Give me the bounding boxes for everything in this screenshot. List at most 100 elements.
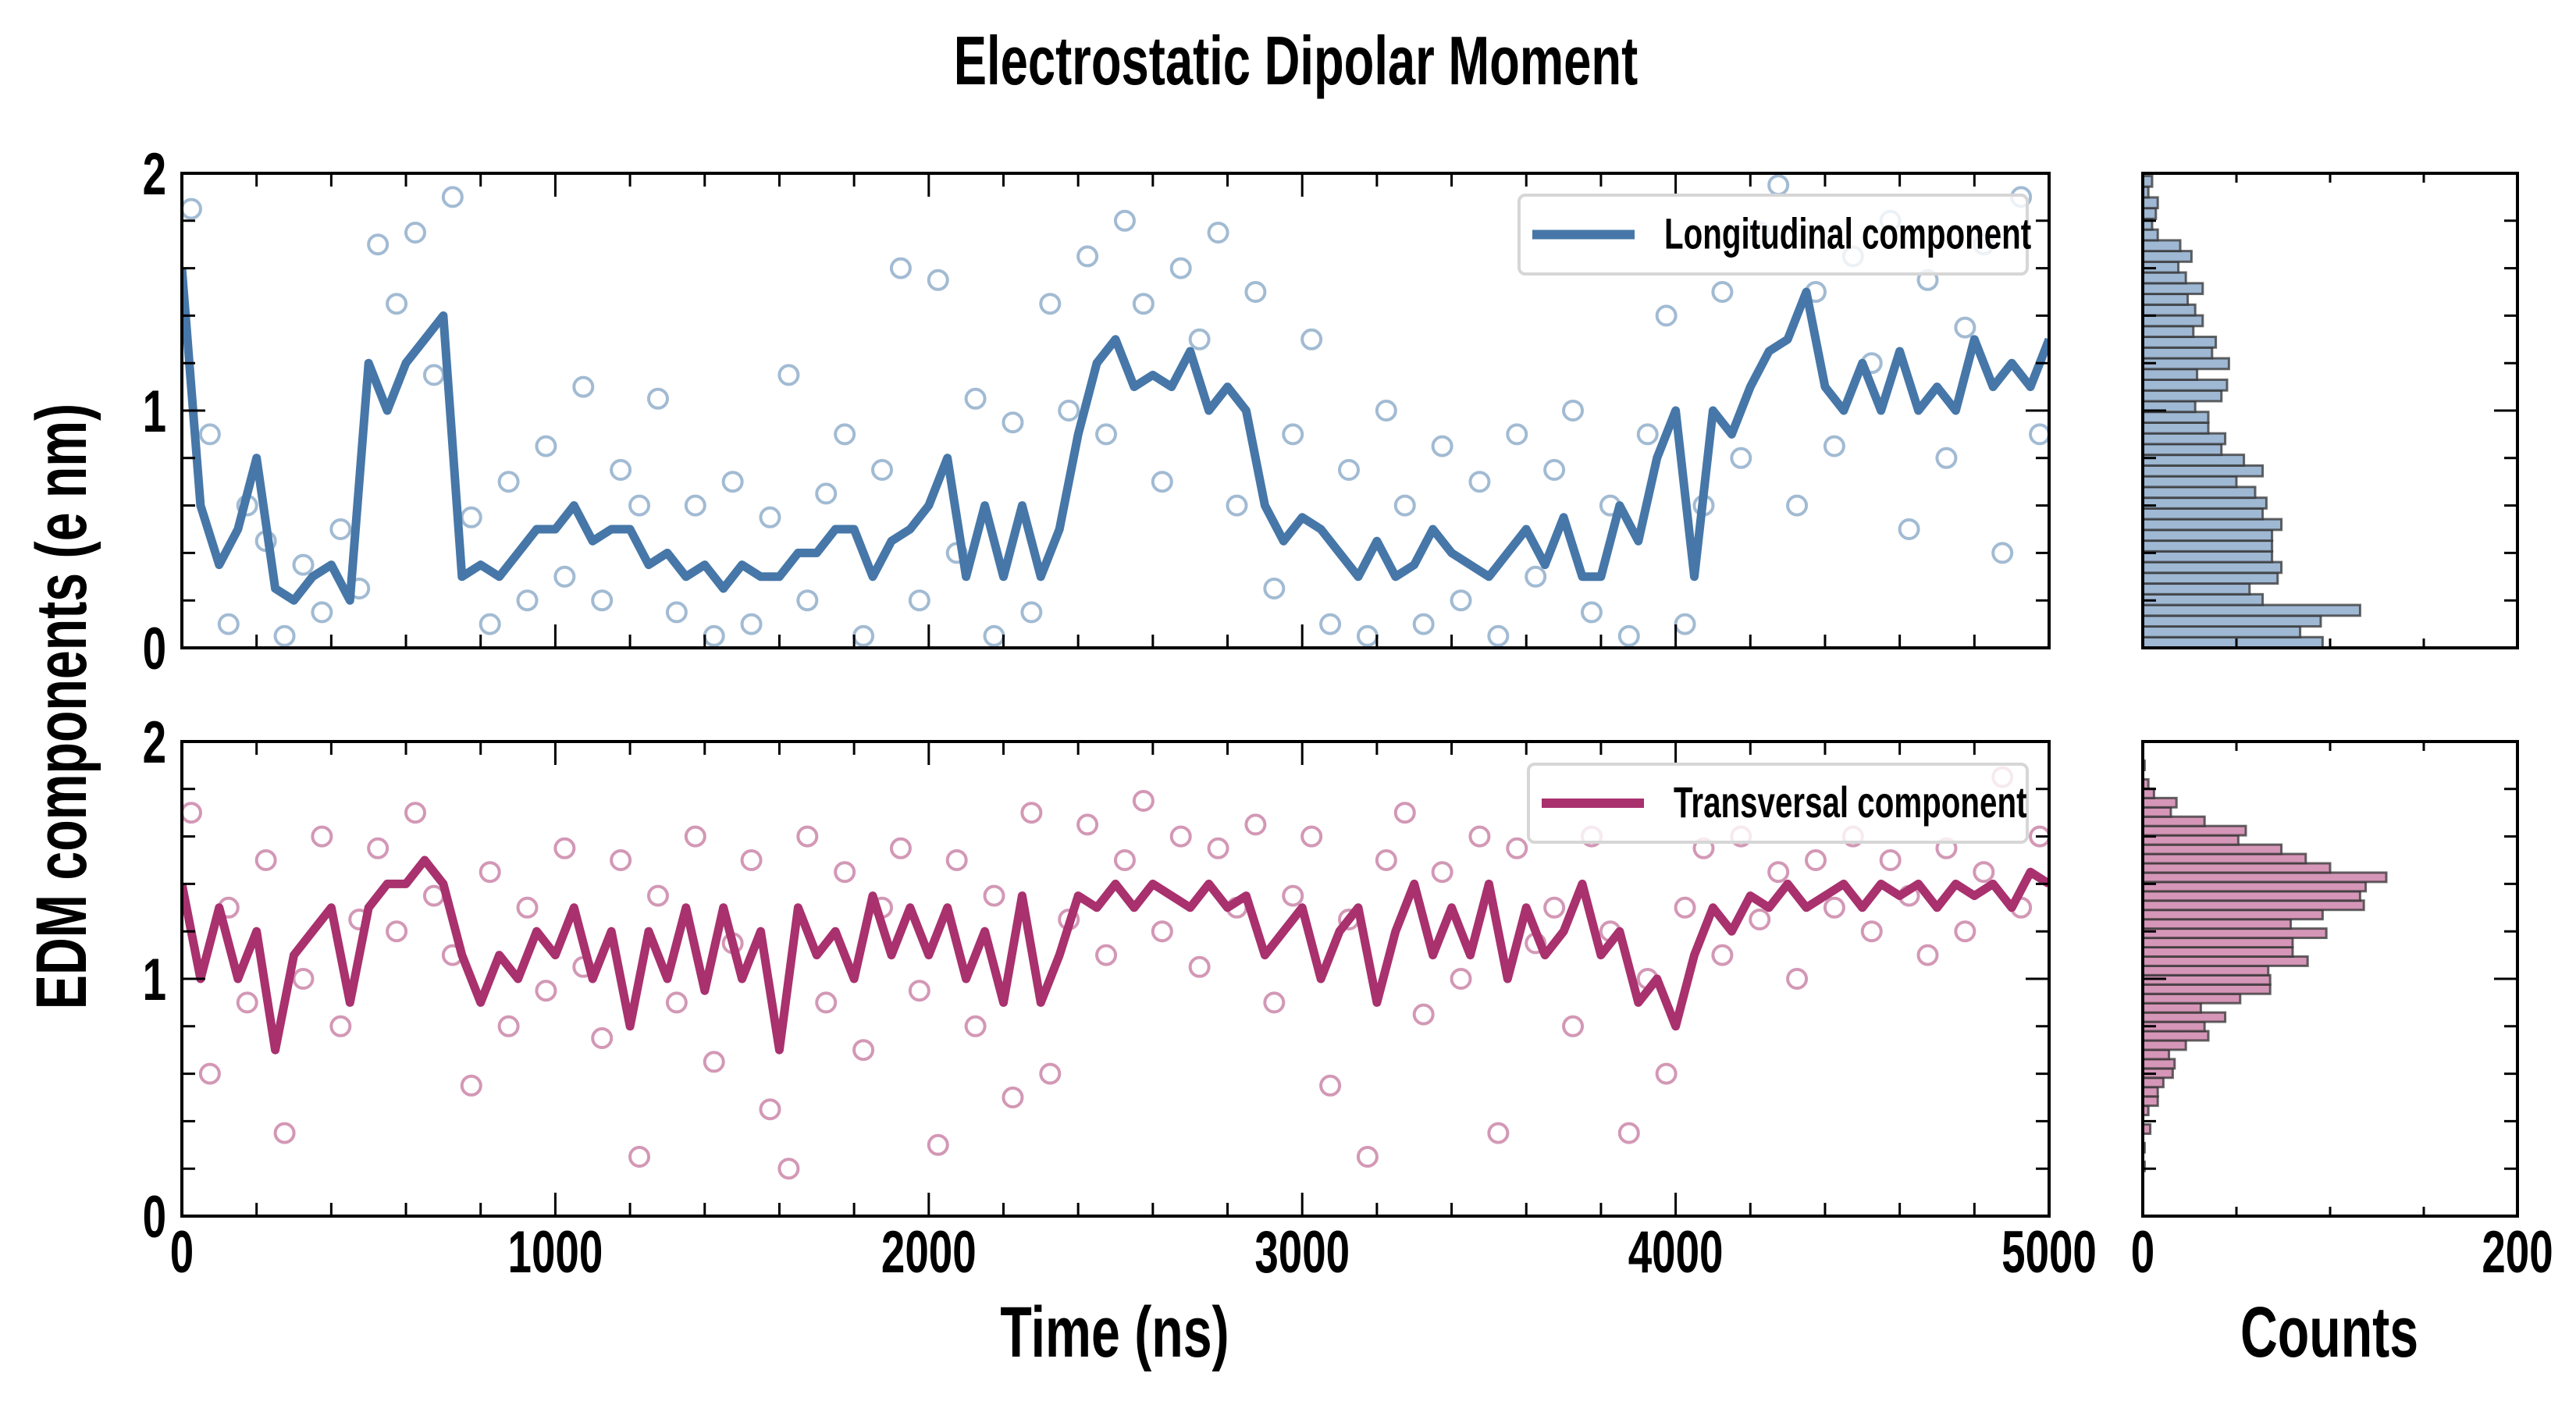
scatter-point xyxy=(1002,1087,1024,1108)
histogram-bar xyxy=(2141,346,2214,360)
scatter-point xyxy=(292,553,315,576)
x-tick-label: 5000 xyxy=(2001,1219,2097,1286)
histogram-bar xyxy=(2141,871,2388,884)
scatter-point xyxy=(703,624,725,647)
scatter-point xyxy=(1767,861,1790,884)
x-tick-label-group: 0 xyxy=(170,1219,194,1286)
y-axis-label: EDM components (e nm) xyxy=(20,404,101,1009)
scatter-point xyxy=(1450,589,1472,612)
scatter-point xyxy=(740,613,763,635)
scatter-point xyxy=(460,506,482,528)
scatter-point xyxy=(815,482,838,505)
x-tick-label: 0 xyxy=(170,1219,194,1286)
scatter-point xyxy=(1898,518,1920,540)
legend-box xyxy=(1517,194,2029,276)
histogram-x-axis-label: Counts xyxy=(2240,1291,2418,1371)
histogram-bar xyxy=(2141,496,2268,510)
scatter-point xyxy=(815,991,838,1014)
scatter-point xyxy=(1356,1146,1379,1168)
scatter-point xyxy=(1076,245,1099,268)
y-tick-label-group: 1 xyxy=(143,379,166,445)
scatter-point xyxy=(1095,423,1118,446)
scatter-point xyxy=(1580,601,1603,624)
histogram-x-tick-label-group: 0 xyxy=(2131,1219,2154,1286)
scatter-point xyxy=(1319,1074,1342,1097)
scatter-point xyxy=(983,884,1005,907)
scatter-point xyxy=(386,293,408,315)
histogram-bar xyxy=(2141,592,2265,606)
scatter-point xyxy=(1207,837,1229,859)
scatter-point xyxy=(1188,328,1211,350)
scatter-point xyxy=(1468,825,1491,848)
histogram-bar xyxy=(2141,796,2178,809)
histogram-bar xyxy=(2141,843,2283,855)
y-tick-label: 1 xyxy=(143,947,166,1013)
scatter-point xyxy=(665,991,688,1014)
scatter-point xyxy=(479,861,501,884)
scatter-point xyxy=(1113,209,1136,232)
scatter-point xyxy=(1487,624,1510,647)
scatter-point xyxy=(1879,849,1902,871)
scatter-point xyxy=(329,518,352,540)
scatter-point xyxy=(217,613,240,635)
scatter-point xyxy=(1263,991,1286,1014)
scatter-point xyxy=(1749,909,1771,930)
histogram-bar xyxy=(2141,454,2246,467)
histogram-bar xyxy=(2141,282,2204,296)
scatter-point xyxy=(1020,601,1043,624)
scatter-point xyxy=(516,896,539,919)
histogram-bar xyxy=(2141,378,2229,392)
scatter-point xyxy=(1412,1003,1435,1026)
histogram-bar xyxy=(2141,207,2158,220)
scatter-point xyxy=(1002,411,1024,434)
scatter-point xyxy=(422,364,445,386)
scatter-point xyxy=(834,423,856,446)
y-tick-label: 0 xyxy=(143,1184,166,1250)
scatter-point xyxy=(591,589,614,612)
histogram-bar xyxy=(2141,486,2257,500)
histogram-bar xyxy=(2141,946,2294,958)
scatter-point xyxy=(759,1098,781,1121)
scatter-point xyxy=(1730,446,1752,469)
scatter-point xyxy=(535,435,557,457)
series-line xyxy=(182,855,2049,1055)
x-tick-label-group: 4000 xyxy=(1628,1219,1724,1286)
histogram-bar xyxy=(2141,550,2274,564)
histogram-bar xyxy=(2141,927,2328,940)
series-line xyxy=(182,268,2049,605)
scatter-point xyxy=(367,233,390,256)
scatter-point xyxy=(1039,293,1062,315)
y-tick-label-group: 0 xyxy=(143,1184,166,1250)
scatter-point xyxy=(1151,471,1173,493)
scatter-point xyxy=(1282,884,1304,907)
histogram-bar xyxy=(2141,834,2240,846)
histogram-bar xyxy=(2141,955,2309,967)
histogram-bar xyxy=(2141,528,2274,542)
y-tick-label-group: 2 xyxy=(143,141,166,208)
histogram-bar xyxy=(2141,862,2332,874)
scatter-point xyxy=(889,257,912,279)
scatter-point xyxy=(460,1074,482,1097)
scatter-point xyxy=(311,601,333,624)
histogram-bar xyxy=(2141,983,2272,995)
scatter-point xyxy=(1356,624,1379,647)
scatter-point xyxy=(646,387,669,410)
scatter-point xyxy=(1058,400,1080,422)
scatter-point xyxy=(945,849,968,871)
histogram-bar xyxy=(2141,918,2293,930)
scatter-point xyxy=(497,471,520,493)
scatter-point xyxy=(777,1158,800,1180)
histogram-bar xyxy=(2141,625,2302,638)
histogram-bar xyxy=(2141,909,2324,921)
scatter-point xyxy=(1562,1015,1585,1037)
scatter-point xyxy=(516,589,539,612)
scatter-point xyxy=(646,884,669,907)
x-tick-label: 3000 xyxy=(1254,1219,1350,1286)
scatter-point xyxy=(1562,400,1585,422)
x-axis-label: Time (ns) xyxy=(1000,1291,1229,1371)
histogram-bar xyxy=(2141,314,2204,328)
scatter-point xyxy=(1916,944,1939,966)
scatter-point xyxy=(479,613,501,635)
scatter-point xyxy=(610,849,632,871)
y-tick-label: 2 xyxy=(143,141,166,208)
